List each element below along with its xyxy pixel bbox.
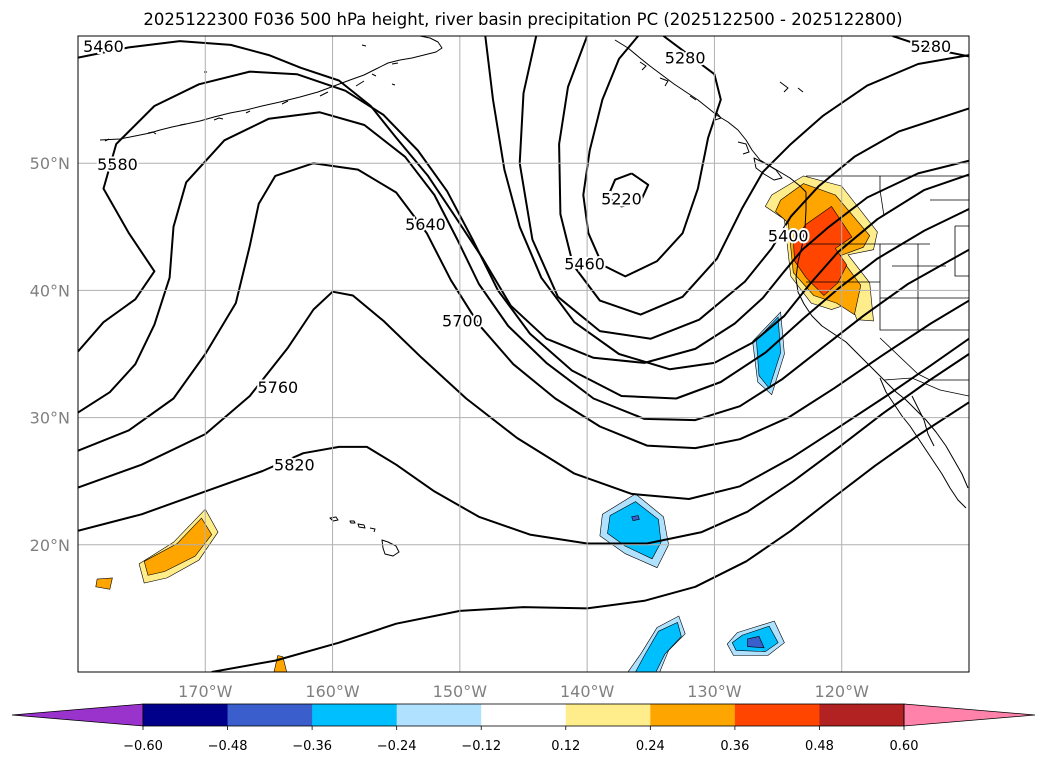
x-tick-label: 120°W	[815, 682, 870, 701]
contour-labels: 5460546052805280528052805580558052205220…	[81, 36, 953, 476]
x-axis-ticks: 170°W 160°W 150°W 140°W 130°W 120°W	[178, 682, 869, 701]
colorbar-tick-label: 0.24	[636, 739, 665, 754]
colorbar-segment	[143, 704, 229, 726]
colorbar-segment	[396, 704, 482, 726]
colorbar-tick-label: −0.24	[377, 739, 417, 754]
coastline-alaska	[99, 36, 443, 141]
precip-region-4	[143, 517, 213, 576]
colorbar-frame	[142, 703, 905, 727]
colorbar-tick-label: 0.12	[551, 739, 580, 754]
contour-label-halo: 5640	[405, 215, 446, 234]
y-tick-label: 40°N	[30, 281, 70, 300]
coastline-baja-california	[879, 377, 967, 509]
contour-label-halo: 5220	[601, 190, 642, 209]
political-borders	[806, 175, 969, 397]
border-us-states	[806, 176, 969, 381]
x-tick-label: 160°W	[305, 682, 360, 701]
contour-label: 5220	[601, 190, 642, 209]
contour-5580-7	[78, 70, 969, 400]
height-contours	[78, 36, 969, 672]
contour-label-halo: 5400	[768, 226, 809, 245]
contour-label-halo: 5280	[910, 37, 951, 56]
contour-5880-12	[211, 401, 969, 672]
y-tick-label: 50°N	[30, 154, 70, 173]
contour-5220-0	[606, 172, 650, 208]
contour-label-halo: 5760	[257, 378, 298, 397]
colorbar-segment	[227, 704, 313, 726]
coastline-bc-islands	[639, 61, 804, 181]
colorbar-tick-label: −0.36	[292, 739, 332, 754]
colorbar-segment	[312, 704, 398, 726]
colorbar-segment	[734, 704, 820, 726]
gridlines	[78, 36, 969, 672]
y-tick-label: 30°N	[30, 409, 70, 428]
contour-label: 5460	[564, 254, 605, 273]
colorbar-tick-label: 0.60	[890, 739, 919, 754]
coastline-british-columbia	[614, 39, 807, 193]
contour-label-halo: 5280	[665, 48, 706, 67]
contour-label: 5400	[768, 226, 809, 245]
coastline-us-west	[795, 192, 969, 489]
contour-label-halo: 5460	[83, 37, 124, 56]
precip-region-15	[747, 636, 765, 649]
contour-label: 5280	[665, 48, 706, 67]
contour-label: 5640	[405, 215, 446, 234]
contour-5460-5	[78, 40, 969, 364]
contour-label-halo: 5820	[274, 455, 315, 474]
contour-label: 5580	[97, 155, 138, 174]
colorbar-segment	[819, 704, 905, 726]
map-frame	[77, 35, 970, 673]
contour-5640-8	[78, 111, 969, 422]
contour-label: 5700	[442, 312, 483, 331]
coastlines	[99, 36, 969, 557]
colorbar-tick-label: −0.60	[123, 739, 163, 754]
colorbar-extend-min	[11, 703, 144, 727]
colorbar-ticks: −0.60 −0.48 −0.36 −0.24 −0.12 0.12 0.24 0.36 0.4…	[123, 726, 918, 754]
x-tick-label: 130°W	[687, 682, 742, 701]
contour-5280-2	[892, 36, 969, 58]
colorbar	[11, 703, 1036, 727]
contour-label: 5820	[274, 455, 315, 474]
contour-5760-10	[78, 290, 969, 500]
colorbar-segment	[565, 704, 651, 726]
y-axis-ticks: 20°N 30°N 40°N 50°N	[30, 154, 70, 555]
chart-title: 2025122300 F036 500 hPa height, river ba…	[143, 10, 902, 29]
contour-label-halo: 5460	[564, 254, 605, 273]
colorbar-tick-label: 0.36	[720, 739, 749, 754]
contour-label: 5760	[257, 378, 298, 397]
precip-region-16	[631, 515, 640, 521]
contour-5820-11	[78, 353, 969, 545]
colorbar-segment	[481, 704, 567, 726]
coastline-hawaii	[329, 516, 400, 557]
contour-5280-1	[582, 36, 722, 278]
contour-label-halo: 5580	[97, 155, 138, 174]
border-mexico	[883, 377, 969, 397]
colorbar-extend-max	[903, 703, 1036, 727]
y-tick-label: 20°N	[30, 536, 70, 555]
precip-region-5	[95, 577, 113, 590]
contour-label: 5460	[83, 37, 124, 56]
x-tick-label: 150°W	[433, 682, 488, 701]
colorbar-segment	[650, 704, 736, 726]
contour-5340-3	[558, 36, 969, 316]
contour-label: 5280	[910, 37, 951, 56]
x-tick-label: 170°W	[178, 682, 233, 701]
contour-label-halo: 5700	[442, 312, 483, 331]
contour-5400-4	[518, 36, 969, 340]
colorbar-tick-label: −0.12	[461, 739, 501, 754]
colorbar-tick-label: 0.48	[805, 739, 834, 754]
precip-shading	[95, 175, 878, 672]
precip-region-12	[635, 621, 682, 672]
map-area: 5460546052805280528052805580558052205220…	[78, 36, 969, 672]
precip-region-2	[792, 205, 853, 296]
contour-5520-6	[484, 36, 969, 371]
colorbar-tick-label: −0.48	[208, 739, 248, 754]
x-tick-label: 140°W	[560, 682, 615, 701]
